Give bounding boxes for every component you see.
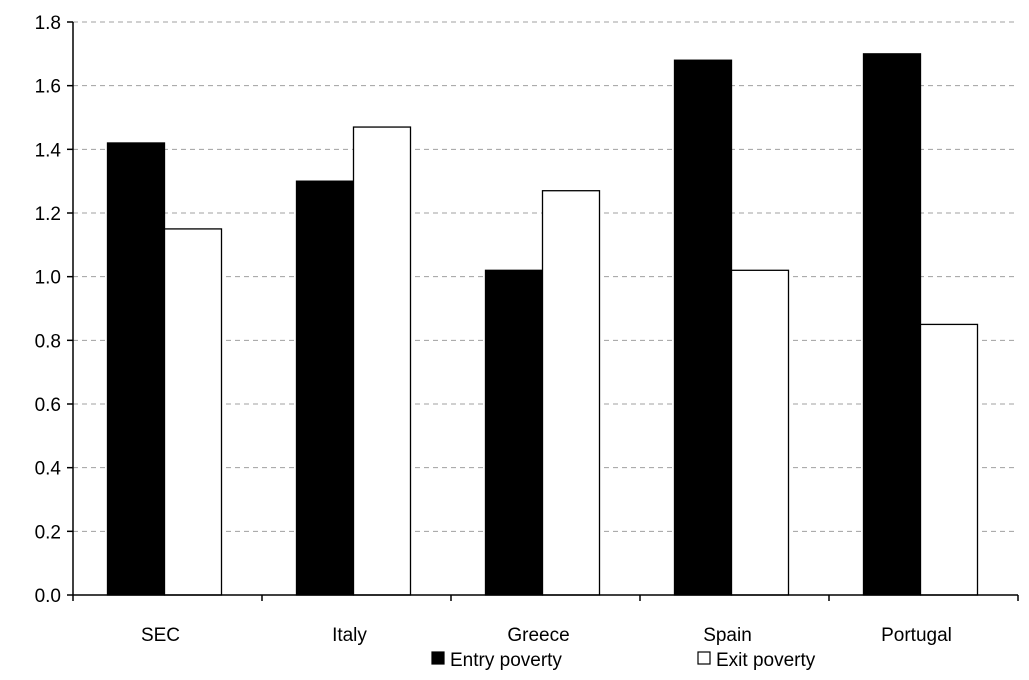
y-tick-label: 1.8: [35, 13, 61, 34]
bar-entry-poverty-portugal: [864, 54, 921, 595]
bar-entry-poverty-spain: [675, 60, 732, 595]
bar-exit-poverty-portugal: [921, 324, 978, 595]
y-tick-label: 0.6: [35, 395, 61, 416]
legend: Entry poverty Exit poverty: [432, 650, 816, 671]
bars: [108, 54, 978, 595]
y-tick-label: 1.6: [35, 77, 61, 98]
y-tick-label: 0.8: [35, 331, 61, 352]
bar-exit-poverty-spain: [732, 270, 789, 595]
bar-exit-poverty-sec: [165, 229, 222, 595]
legend-label: Exit poverty: [716, 650, 816, 671]
x-category-label: Portugal: [881, 625, 952, 646]
legend-swatch-exit-poverty: [698, 652, 710, 664]
y-tick-label: 1.4: [35, 140, 62, 161]
x-category-label: Spain: [703, 625, 752, 646]
legend-label: Entry poverty: [450, 650, 562, 671]
x-category-label: Greece: [507, 625, 569, 646]
y-tick-label: 0.2: [35, 522, 61, 543]
bar-exit-poverty-greece: [543, 191, 600, 595]
y-tick-label: 1.0: [35, 268, 61, 289]
legend-swatch-entry-poverty: [432, 652, 444, 664]
x-category-label: SEC: [141, 625, 180, 646]
bar-entry-poverty-greece: [486, 270, 543, 595]
y-tick-label: 1.2: [35, 204, 61, 225]
y-tick-label: 0.4: [35, 459, 62, 480]
x-category-label: Italy: [332, 625, 367, 646]
bar-exit-poverty-italy: [354, 127, 411, 595]
bar-entry-poverty-italy: [297, 181, 354, 595]
y-tick-label: 0.0: [35, 586, 61, 607]
bar-entry-poverty-sec: [108, 143, 165, 595]
